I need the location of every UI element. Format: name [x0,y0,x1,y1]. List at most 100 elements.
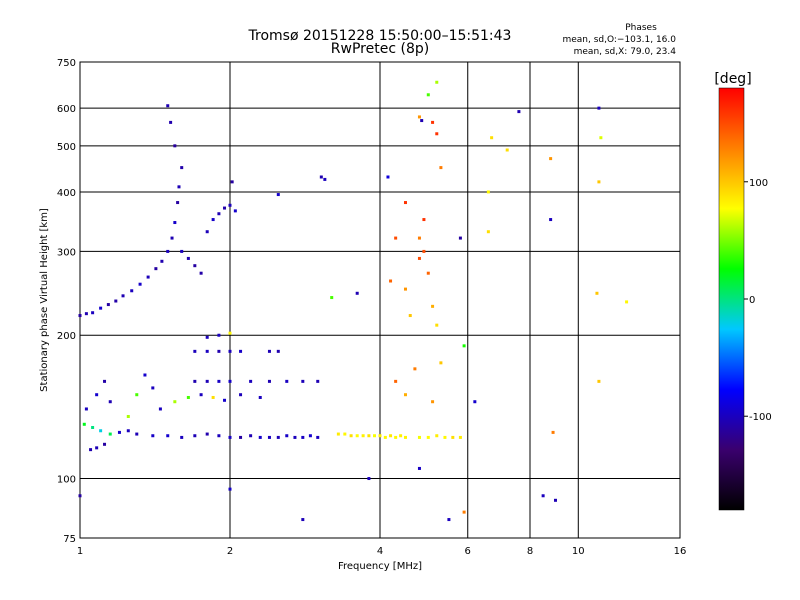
data-point [394,435,398,439]
data-point [403,393,407,397]
data-point [249,434,253,438]
data-point [126,414,130,418]
data-point [99,429,103,433]
data-point [367,477,371,481]
data-point [138,282,142,286]
data-point [223,398,227,402]
data-point [597,106,601,110]
stats-title: Phases [625,23,657,33]
data-point [595,291,599,295]
data-point [276,349,280,353]
data-point [193,349,197,353]
data-point [301,435,305,439]
data-point [199,393,203,397]
data-point [180,435,184,439]
data-point [205,230,209,234]
data-point [135,393,139,397]
data-point [597,379,601,383]
data-point [553,498,557,502]
data-point [458,236,462,240]
data-point [349,434,353,438]
data-point [186,395,190,399]
data-point [193,264,197,268]
data-point [505,148,509,152]
data-point [541,494,545,498]
data-point [91,425,95,429]
data-point [319,175,323,179]
data-point [180,166,184,170]
data-point [293,435,297,439]
data-point [84,407,88,411]
data-point [205,432,209,436]
data-point [399,434,403,438]
data-point [426,93,430,97]
data-point [166,104,170,108]
data-point [146,275,150,279]
y-tick-label: 500 [57,142,76,153]
data-point [473,400,477,404]
data-point [403,201,407,205]
y-tick-label: 750 [57,58,76,69]
data-point [462,510,466,514]
data-point [205,335,209,339]
data-point [443,435,447,439]
data-point [173,400,177,404]
data-point [422,218,426,222]
data-point [211,395,215,399]
data-point [173,221,177,225]
data-point [84,312,88,316]
data-point [308,434,312,438]
data-point [439,361,443,365]
data-point [166,249,170,253]
data-point [193,379,197,383]
data-point [431,120,435,124]
data-point [389,279,393,283]
data-point [143,373,147,377]
data-point [417,435,421,439]
axis-ticks: 1 2 4 6 8 10 16 75 100 200 300 400 500 600 750 [57,58,686,557]
data-point [389,434,393,438]
data-point [394,236,398,240]
data-point [451,435,455,439]
data-point [91,311,95,315]
data-point [301,518,305,522]
data-point [228,331,232,335]
data-point [267,379,271,383]
data-point [394,379,398,383]
data-point [403,435,407,439]
data-point [316,435,320,439]
data-point [408,314,412,318]
data-point [117,430,121,434]
data-point [417,256,421,260]
data-point [413,367,417,371]
data-point [549,157,553,161]
data-point [435,434,439,438]
data-point [228,379,232,383]
data-point [103,379,107,383]
data-point [417,466,421,470]
y-tick-label: 100 [57,475,76,486]
data-point [367,434,371,438]
data-point [355,291,359,295]
data-point [422,249,426,253]
data-point [151,386,155,390]
data-point [431,304,435,308]
data-point [486,190,490,194]
data-point [426,271,430,275]
colorbar-label: [deg] [714,71,751,87]
data-point [205,349,209,353]
y-tick-label: 200 [57,331,76,342]
data-point [228,349,232,353]
y-tick-label: 400 [57,188,76,199]
y-axis-label: Stationary phase Virtual Height [km] [39,208,50,392]
data-point [267,349,271,353]
data-point [249,379,253,383]
data-point [169,120,173,124]
data-point [490,136,494,140]
x-tick-label: 1 [77,546,83,557]
data-point [193,434,197,438]
data-point [361,434,365,438]
data-point [78,314,82,318]
data-point [435,132,439,136]
data-point [355,434,359,438]
